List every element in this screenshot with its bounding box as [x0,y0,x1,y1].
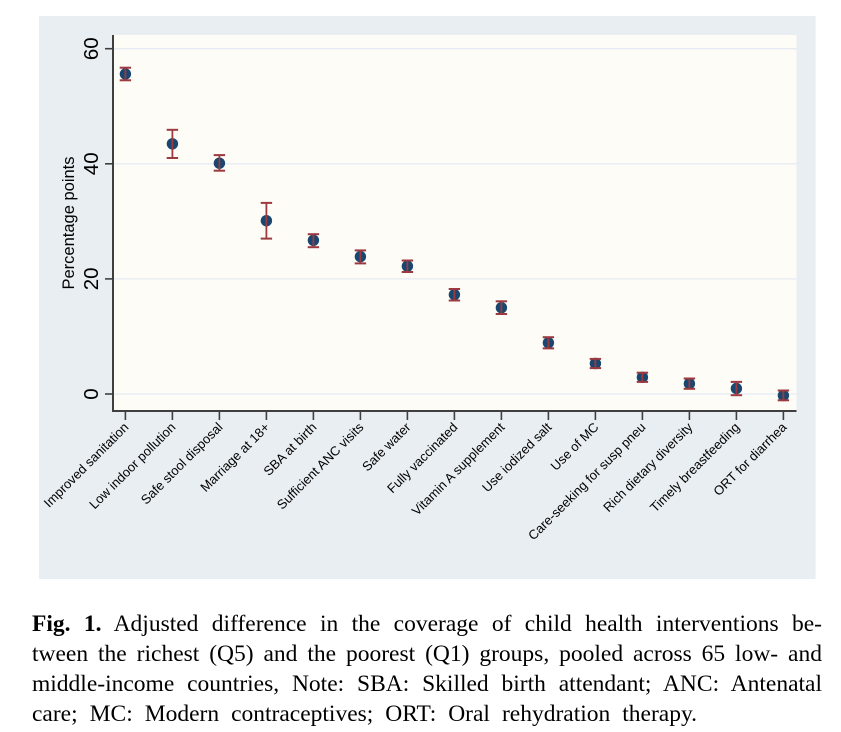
svg-text:20: 20 [80,267,103,290]
svg-text:60: 60 [80,37,103,60]
svg-text:Percentage points: Percentage points [60,156,78,289]
svg-text:0: 0 [80,388,103,399]
svg-text:40: 40 [80,152,103,175]
